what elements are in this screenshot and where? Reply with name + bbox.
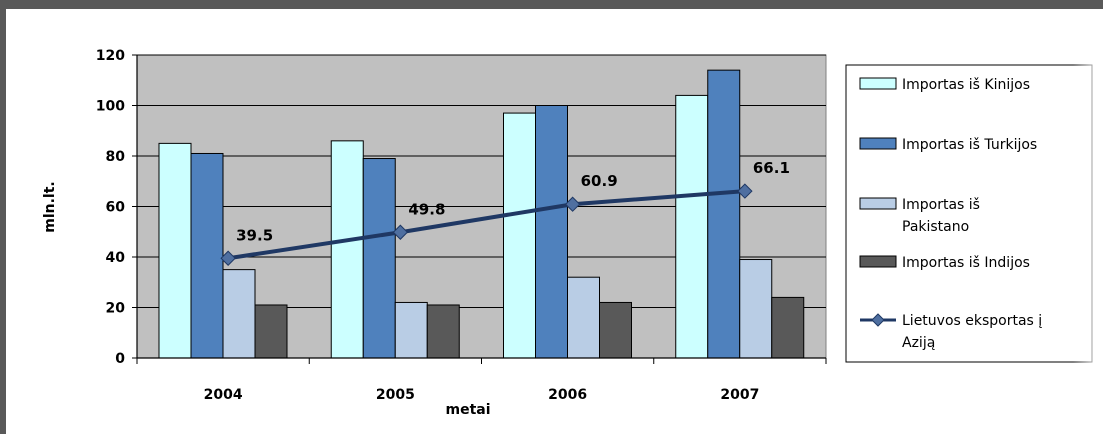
bar (739, 259, 773, 359)
legend-box (845, 64, 1093, 363)
legend-label: Importas iš Turkijos (902, 137, 1037, 153)
y-tick-label: 80 (106, 149, 126, 165)
legend-marker (871, 313, 885, 327)
legend-swatch (859, 255, 897, 268)
data-label: 66.1 (753, 159, 790, 177)
data-label: 60.9 (581, 172, 618, 190)
bar (567, 276, 600, 359)
legend-label-line: Pakistano (902, 219, 969, 235)
y-tick-label: 60 (106, 200, 126, 216)
line-marker (392, 224, 409, 240)
y-tick-label: 20 (106, 301, 126, 317)
bar (190, 152, 224, 359)
legend-label-line: Aziją (902, 335, 935, 351)
x-tick-label: 2006 (548, 387, 587, 403)
bars (158, 69, 805, 359)
y-tick-label: 100 (96, 99, 125, 115)
bar (599, 301, 632, 359)
legend-label: Importas iš Kinijos (902, 77, 1030, 93)
data-label: 39.5 (236, 226, 273, 244)
legend: Importas iš Kinijos Importas iš Turkijos I… (859, 77, 1042, 351)
line-marker (737, 183, 753, 199)
line-marker (220, 250, 236, 266)
legend-label-line: Importas iš Indijos (902, 255, 1030, 271)
bar (675, 94, 709, 359)
legend-label: Lietuvos eksportas į Aziją (902, 313, 1042, 351)
bar (771, 296, 805, 359)
x-tick-label: 2007 (720, 387, 759, 403)
legend-swatch (859, 137, 897, 150)
legend-label-line: Lietuvos eksportas į (902, 313, 1042, 329)
bar (426, 304, 460, 359)
x-tick-label: 2005 (376, 387, 415, 403)
line-marker (564, 196, 581, 212)
y-tick-label: 120 (96, 48, 125, 64)
bar (362, 158, 396, 359)
bar (158, 142, 192, 359)
legend-label-line: Importas iš Kinijos (902, 77, 1030, 93)
legend-label-line: Importas iš Turkijos (902, 137, 1037, 153)
bar (254, 304, 288, 359)
y-tick-label: 40 (106, 250, 126, 266)
y-axis-ticks: 0 20 40 60 80 100 120 (96, 48, 137, 367)
bar (535, 105, 568, 359)
x-axis-ticks: 2004 2005 2006 2007 (136, 55, 827, 403)
line-series-path (227, 189, 746, 261)
x-tick-label: 2004 (204, 387, 243, 403)
bar (222, 269, 256, 359)
bar (394, 301, 428, 359)
bar (707, 69, 741, 359)
legend-swatch (859, 77, 897, 90)
x-axis-title: metai (445, 402, 490, 418)
legend-label: Importas iš Indijos (902, 255, 1030, 271)
legend-swatch (859, 197, 897, 210)
line-series: 39.5 49.8 60.9 66.1 (220, 159, 790, 266)
bar (503, 112, 536, 359)
bar (330, 140, 364, 359)
y-tick-label: 0 (115, 351, 125, 367)
data-label: 49.8 (408, 200, 445, 218)
legend-label-line: Importas iš (902, 197, 980, 213)
legend-label: Importas iš Pakistano (902, 197, 980, 235)
y-axis-title: mln.lt. (42, 181, 58, 232)
